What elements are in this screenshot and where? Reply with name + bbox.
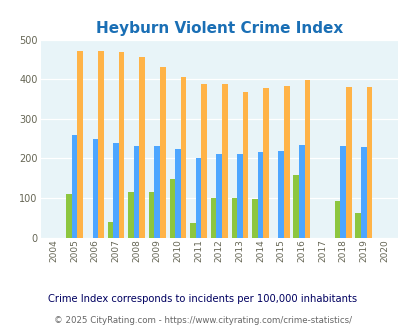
Text: © 2025 CityRating.com - https://www.cityrating.com/crime-statistics/: © 2025 CityRating.com - https://www.city…	[54, 316, 351, 325]
Bar	[237, 154, 242, 238]
Bar	[293, 175, 298, 238]
Bar	[92, 139, 98, 238]
Bar	[278, 151, 283, 238]
Text: Crime Index corresponds to incidents per 100,000 inhabitants: Crime Index corresponds to incidents per…	[48, 294, 357, 304]
Bar	[334, 201, 339, 238]
Bar	[154, 146, 160, 238]
Bar	[169, 179, 175, 238]
Bar	[119, 52, 124, 238]
Bar	[216, 154, 222, 238]
Bar	[263, 88, 268, 238]
Bar	[252, 199, 257, 238]
Bar	[366, 87, 371, 238]
Bar	[190, 223, 195, 238]
Bar	[149, 192, 154, 238]
Bar	[134, 146, 139, 238]
Bar	[298, 145, 304, 238]
Bar	[66, 194, 72, 238]
Bar	[304, 80, 309, 238]
Bar	[160, 67, 165, 238]
Bar	[339, 146, 345, 238]
Bar	[360, 147, 366, 238]
Bar	[195, 158, 201, 238]
Bar	[98, 51, 103, 238]
Bar	[201, 84, 207, 238]
Bar	[77, 51, 83, 238]
Bar	[113, 143, 119, 238]
Bar	[107, 222, 113, 238]
Bar	[283, 86, 289, 238]
Bar	[72, 135, 77, 238]
Bar	[175, 148, 180, 238]
Bar	[128, 192, 134, 238]
Title: Heyburn Violent Crime Index: Heyburn Violent Crime Index	[96, 21, 342, 36]
Bar	[257, 152, 263, 238]
Bar	[354, 213, 360, 238]
Bar	[222, 84, 227, 238]
Bar	[139, 57, 145, 238]
Bar	[345, 87, 351, 238]
Bar	[242, 92, 247, 238]
Bar	[180, 77, 186, 238]
Bar	[210, 198, 216, 238]
Bar	[231, 198, 237, 238]
